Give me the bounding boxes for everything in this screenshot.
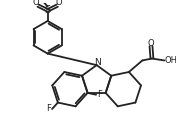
Text: O: O (148, 39, 154, 48)
Text: O: O (33, 0, 39, 7)
Text: O: O (56, 0, 62, 7)
Text: OH: OH (165, 56, 176, 65)
Text: F: F (98, 90, 102, 99)
Text: F: F (46, 104, 51, 113)
Text: S: S (45, 5, 51, 15)
Text: N: N (94, 58, 101, 67)
